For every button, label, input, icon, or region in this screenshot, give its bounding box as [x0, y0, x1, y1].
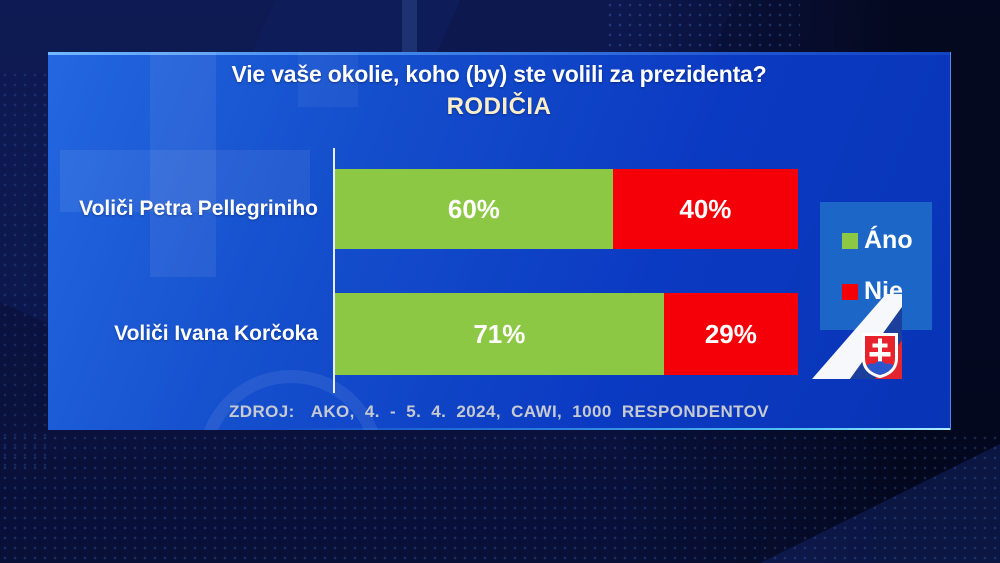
slovak-coat-of-arms-icon	[862, 333, 898, 379]
bar-value-label: 60%	[447, 193, 500, 224]
chart-subtitle: RODIČIA	[446, 93, 552, 120]
legend-item-ano: Áno	[820, 228, 932, 253]
background-dots	[0, 433, 1000, 563]
axis-baseline	[333, 148, 335, 393]
ano-swatch-icon	[842, 232, 858, 249]
bar-value-label: 71%	[473, 318, 526, 349]
source-label: ZDROJ:	[229, 402, 295, 421]
category-label: Voliči Ivana Korčoka	[114, 322, 318, 345]
category-label: Voliči Petra Pellegriniho	[79, 197, 318, 220]
poll-panel: Vie vaše okolie, koho (by) ste volili za…	[48, 52, 951, 430]
nie-swatch-icon	[842, 283, 858, 300]
flag-white-stripe	[812, 294, 902, 379]
bar-segment-ano: 60%	[335, 169, 613, 249]
bar-segment-ano: 71%	[335, 293, 664, 375]
bar-value-label: 29%	[704, 318, 757, 349]
legend-label: Áno	[864, 226, 913, 254]
chart-title: Vie vaše okolie, koho (by) ste volili za…	[231, 61, 767, 87]
bar-segment-nie: 29%	[663, 293, 798, 375]
watermark-cross-stem	[150, 52, 216, 277]
legend: Áno Nie	[820, 202, 932, 330]
background-light-streak	[402, 0, 417, 52]
source-text: AKO, 4. - 5. 4. 2024, CAWI, 1000 RESPOND…	[310, 402, 769, 421]
bar-value-label: 40%	[679, 193, 732, 224]
bar-row: 60% 40%	[335, 169, 798, 249]
slovak-flag-corner	[812, 294, 902, 379]
source-line: ZDROJ: AKO, 4. - 5. 4. 2024, CAWI, 1000 R…	[48, 402, 950, 422]
watermark-cross-arm	[60, 150, 310, 212]
bar-segment-nie: 40%	[612, 169, 798, 249]
bar-row: 71% 29%	[335, 293, 798, 375]
watermark-block	[298, 52, 358, 107]
background-dots	[0, 70, 48, 470]
